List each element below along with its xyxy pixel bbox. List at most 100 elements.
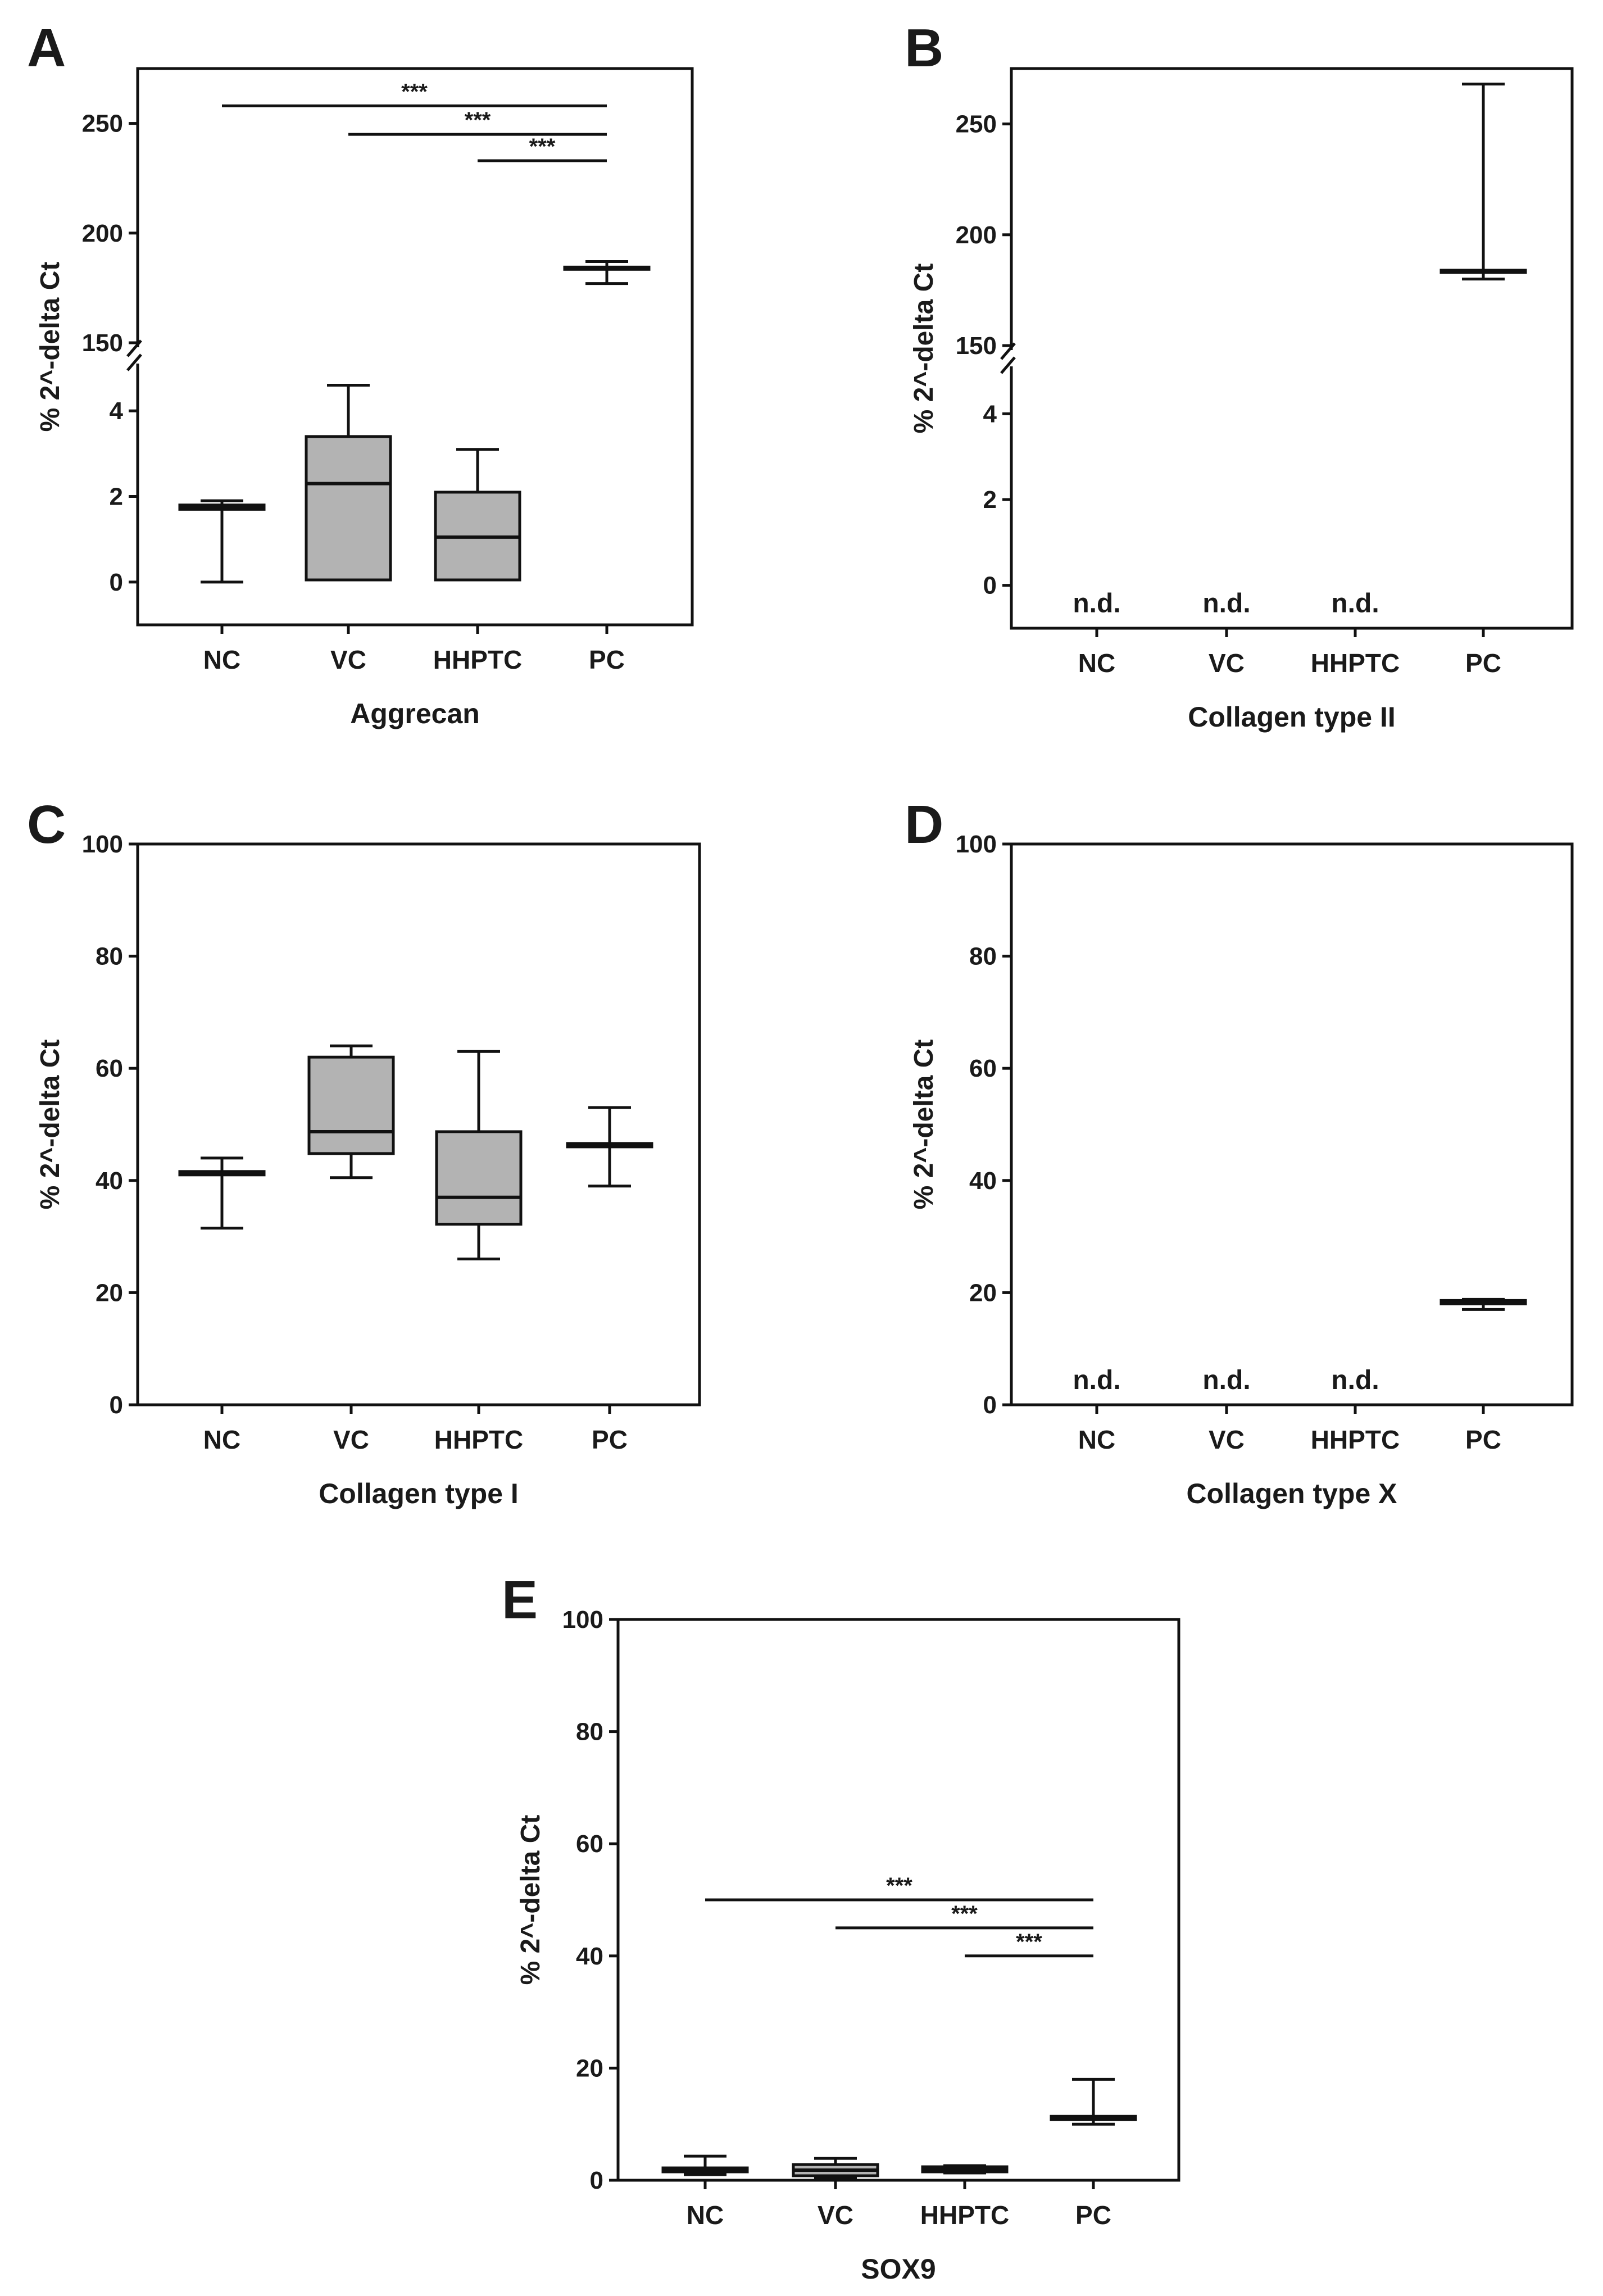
axis-break-mark: [126, 353, 142, 371]
plot-frame: [136, 842, 701, 1406]
box-hhptc: [921, 2164, 1009, 2175]
panel-a: A 150 200 250 0 2 4 % 2^-delta Ct NC VC HHPTC PC Agg…: [27, 18, 694, 729]
panel-letter: B: [905, 18, 943, 78]
panel-letter: C: [27, 795, 66, 855]
x-category-label: HHPTC: [434, 1425, 523, 1454]
box-vc: [305, 383, 392, 582]
x-category-label: HHPTC: [1311, 648, 1400, 678]
y-tick-label: 200: [956, 221, 997, 249]
y-tick-label: 80: [969, 943, 997, 970]
y-tick-label: 0: [983, 1391, 997, 1419]
y-tick-label: 150: [956, 332, 997, 360]
y-axis-title: % 2^-delta Ct: [909, 264, 939, 434]
y-tick-label: 40: [969, 1167, 997, 1195]
y-tick-label: 60: [969, 1055, 997, 1082]
x-category-label: HHPTC: [1311, 1425, 1400, 1454]
y-tick-label: 20: [576, 2054, 603, 2082]
x-axis-title: Collagen type II: [1188, 701, 1396, 733]
y-tick-label: 80: [576, 1718, 603, 1746]
iqr-box: [435, 1130, 523, 1226]
axis-break-mark: [126, 339, 142, 357]
x-category-label: PC: [1465, 648, 1501, 678]
not-detected-label: n.d.: [1202, 1365, 1250, 1395]
y-tick-label: 250: [82, 110, 123, 138]
x-category-label: VC: [330, 645, 366, 674]
x-category-label: NC: [687, 2200, 724, 2230]
x-category-label: VC: [333, 1425, 369, 1454]
y-axis-title: % 2^-delta Ct: [516, 1815, 546, 1985]
x-axis-title: Aggrecan: [350, 698, 480, 729]
not-detected-label: n.d.: [1073, 1365, 1120, 1395]
y-axis-title: % 2^-delta Ct: [35, 262, 65, 432]
significance-label: ***: [886, 1873, 912, 1898]
x-category-label: NC: [1078, 1425, 1115, 1454]
y-tick-label: 4: [110, 397, 124, 425]
y-tick-label: 20: [969, 1279, 997, 1306]
iqr-box: [307, 1055, 395, 1155]
x-axis-title: Collagen type I: [319, 1478, 519, 1509]
y-tick-label: 0: [983, 572, 997, 600]
box-pc: [1439, 1297, 1527, 1311]
box-pc: [1439, 83, 1527, 281]
panel-c: C 0 20 40 60 80 100 % 2^-delta Ct NC VC HHPTC PC Col…: [27, 795, 701, 1509]
box-nc: [178, 499, 266, 584]
x-category-label: PC: [1075, 2200, 1111, 2230]
panel-letter: D: [905, 795, 943, 855]
y-tick-label: 40: [576, 1943, 603, 1970]
x-category-label: PC: [592, 1425, 628, 1454]
y-axis-title: % 2^-delta Ct: [909, 1040, 939, 1210]
panel-d: D 0 20 40 60 80 100 % 2^-delta Ct NC VC HHPTC PC Col…: [905, 795, 1574, 1509]
box-vc: [307, 1044, 395, 1179]
y-tick-label: 0: [590, 2167, 603, 2194]
panel-b: B 150 200 250 0 2 4 % 2^-delta Ct NC VC HHPTC PC Col…: [905, 18, 1574, 733]
y-tick-label: 0: [110, 569, 123, 596]
y-tick-label: 250: [956, 111, 997, 138]
plot-frame: [136, 67, 694, 627]
x-category-label: PC: [1465, 1425, 1501, 1454]
y-tick-label: 100: [562, 1606, 603, 1633]
x-axis-title: SOX9: [861, 2253, 936, 2285]
y-tick-label: 2: [983, 486, 997, 514]
box-pc: [566, 1106, 653, 1188]
box-hhptc: [434, 448, 521, 582]
axis-break-mark: [1000, 342, 1016, 360]
y-axis-title: % 2^-delta Ct: [35, 1040, 65, 1210]
y-tick-label: 200: [82, 220, 123, 247]
y-tick-label: 100: [82, 831, 123, 858]
x-category-label: HHPTC: [920, 2200, 1009, 2230]
box-pc: [1050, 2077, 1137, 2126]
plot-frame: [616, 1618, 1180, 2182]
y-tick-label: 60: [96, 1055, 123, 1082]
not-detected-label: n.d.: [1331, 589, 1379, 619]
significance-label: ***: [529, 134, 556, 159]
y-tick-label: 2: [110, 483, 123, 511]
y-tick-label: 20: [96, 1279, 123, 1306]
box-nc: [178, 1156, 266, 1230]
plot-frame: [1010, 67, 1574, 630]
y-tick-label: 80: [96, 943, 123, 970]
y-tick-label: 150: [82, 329, 123, 357]
not-detected-label: n.d.: [1202, 589, 1250, 619]
y-tick-label: 40: [96, 1167, 123, 1195]
significance-label: ***: [951, 1902, 978, 1926]
x-category-label: NC: [203, 645, 240, 674]
plot-frame: [1010, 842, 1574, 1406]
box-hhptc: [435, 1050, 523, 1261]
panel-e: E 0 20 40 60 80 100 % 2^-delta Ct NC VC HHPTC PC SOX…: [502, 1570, 1180, 2285]
not-detected-label: n.d.: [1331, 1365, 1379, 1395]
box-pc: [563, 260, 651, 285]
x-category-label: NC: [1078, 648, 1115, 678]
box-vc: [792, 2157, 879, 2180]
significance-label: ***: [1016, 1930, 1042, 1954]
x-category-label: VC: [1209, 1425, 1245, 1454]
significance-label: ***: [465, 108, 491, 133]
y-tick-label: 100: [956, 831, 997, 858]
y-tick-label: 0: [110, 1391, 123, 1419]
panel-letter: E: [502, 1570, 538, 1630]
box-nc: [661, 2154, 749, 2176]
significance-label: ***: [401, 79, 428, 104]
x-category-label: HHPTC: [433, 645, 522, 674]
panel-letter: A: [27, 18, 66, 78]
y-tick-label: 4: [983, 400, 997, 428]
